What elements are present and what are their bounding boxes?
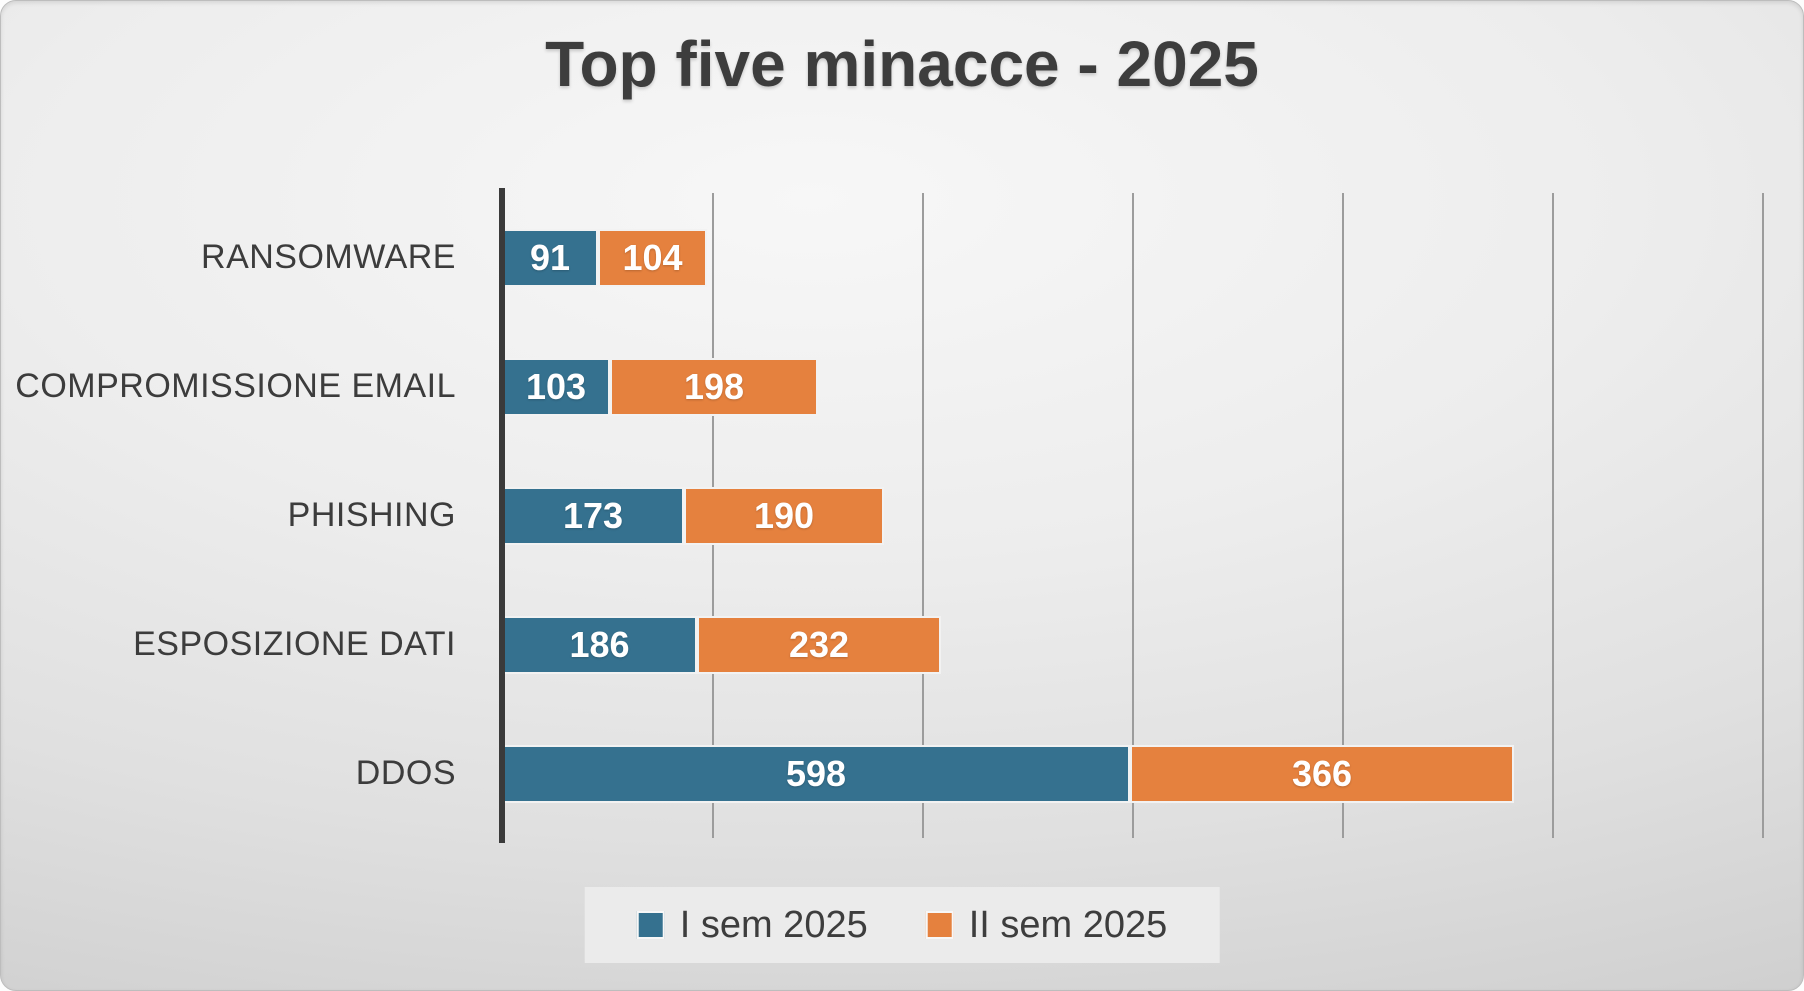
bar-value-label: 190 xyxy=(753,495,815,536)
bar-segment-series2: 366 xyxy=(1130,745,1514,803)
gridline-600 xyxy=(1132,193,1134,838)
bar-segment-series2: 104 xyxy=(598,229,707,287)
plot-area: 91 104 103 198 173 190 186 232 598 366 xyxy=(499,188,1792,843)
y-axis-line xyxy=(499,188,505,843)
bar-value-label: 598 xyxy=(785,753,847,794)
bar-segment-series1: 186 xyxy=(502,616,697,674)
bar-value-label: 173 xyxy=(562,495,624,536)
legend-item-series1: I sem 2025 xyxy=(636,903,868,947)
bar-row-2: 173 190 xyxy=(502,487,884,545)
bar-value-label: 91 xyxy=(529,237,571,278)
category-label: DDOS xyxy=(355,754,456,792)
legend-label: II sem 2025 xyxy=(968,903,1168,946)
bar-segment-series2: 232 xyxy=(697,616,941,674)
gridline-1000 xyxy=(1552,193,1554,838)
chart-title: Top five minacce - 2025 xyxy=(545,28,1259,100)
bar-segment-series1: 91 xyxy=(502,229,598,287)
bar-segment-series2: 190 xyxy=(684,487,884,545)
bar-segment-series1: 173 xyxy=(502,487,684,545)
legend: I sem 2025 II sem 2025 xyxy=(584,887,1220,963)
bar-row-1: 103 198 xyxy=(502,358,818,416)
legend-label: I sem 2025 xyxy=(679,903,868,946)
category-label: RANSOMWARE xyxy=(201,238,456,276)
bar-segment-series2: 198 xyxy=(610,358,818,416)
category-axis: RANSOMWARE COMPROMISSIONE EMAIL PHISHING ES… xyxy=(1,193,480,838)
bar-row-0: 91 104 xyxy=(502,229,707,287)
bar-value-label: 198 xyxy=(683,366,745,407)
category-label: ESPOSIZIONE DATI xyxy=(133,625,456,663)
bar-segment-series1: 598 xyxy=(502,745,1130,803)
bar-row-4: 598 366 xyxy=(502,745,1514,803)
bar-segment-series1: 103 xyxy=(502,358,610,416)
legend-item-series2: II sem 2025 xyxy=(925,903,1168,947)
bar-value-label: 366 xyxy=(1291,753,1353,794)
legend-swatch-icon xyxy=(925,911,954,939)
legend-swatch-icon xyxy=(636,911,665,939)
bar-row-3: 186 232 xyxy=(502,616,941,674)
bar-value-label: 104 xyxy=(622,237,683,278)
category-label: COMPROMISSIONE EMAIL xyxy=(15,367,456,405)
gridline-400 xyxy=(922,193,924,838)
gridline-1200 xyxy=(1762,193,1764,838)
category-label: PHISHING xyxy=(287,496,456,534)
bar-value-label: 103 xyxy=(525,366,587,407)
bar-value-label: 232 xyxy=(788,624,850,665)
bar-value-label: 186 xyxy=(569,624,630,665)
gridline-800 xyxy=(1342,193,1344,838)
